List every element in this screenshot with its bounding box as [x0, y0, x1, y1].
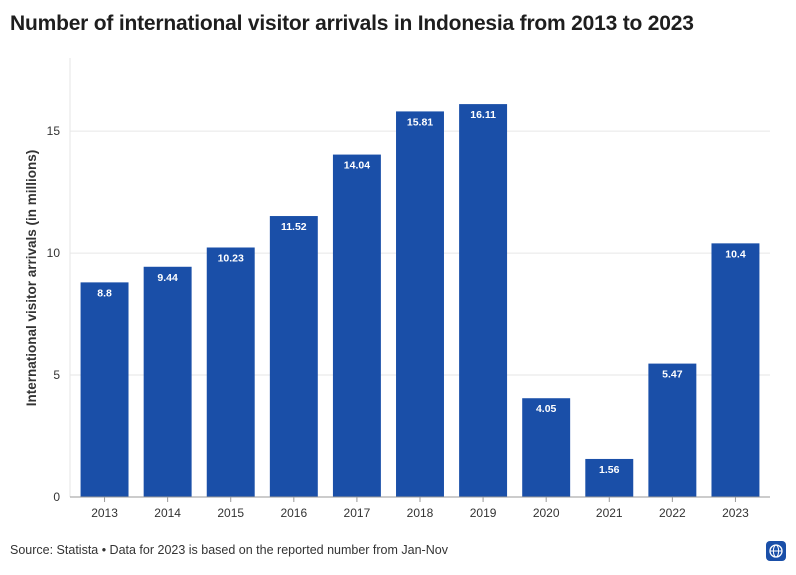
data-label-2020: 4.05: [536, 403, 557, 415]
data-label-2023: 10.4: [725, 248, 746, 260]
data-label-2015: 10.23: [218, 253, 244, 265]
data-label-2016: 11.52: [281, 221, 307, 233]
bar-2018[interactable]: [396, 111, 444, 497]
bar-2017[interactable]: [332, 154, 381, 497]
y-tick-label: 5: [53, 368, 60, 382]
data-label-2014: 9.44: [157, 272, 178, 284]
bars: [80, 104, 760, 498]
source-footer: Source: Statista • Data for 2023 is base…: [10, 543, 448, 557]
bar-2020[interactable]: [522, 398, 571, 497]
data-label-2021: 1.56: [599, 464, 620, 476]
bar-2016[interactable]: [269, 216, 318, 498]
axes: 0 5 10 15 2013 2014 2015 2016 2017 2018 2019 2020 20…: [47, 58, 770, 520]
data-labels: 8.8 9.44 10.23 11.52 14.04 15.81 16.11 4.05 1.56…: [97, 109, 746, 476]
y-tick-label: 15: [47, 124, 61, 138]
data-label-2018: 15.81: [407, 116, 433, 128]
y-axis-label: International visitor arrivals (in milli…: [24, 150, 39, 407]
data-label-2019: 16.11: [470, 109, 496, 121]
x-tick-label-2017: 2017: [344, 506, 371, 520]
x-tick-label-2014: 2014: [154, 506, 181, 520]
x-tick-label-2019: 2019: [470, 506, 497, 520]
x-tick-label-2018: 2018: [407, 506, 434, 520]
x-tick-label-2016: 2016: [280, 506, 307, 520]
chart-title: Number of international visitor arrivals…: [10, 12, 694, 35]
bar-2021[interactable]: [585, 458, 634, 497]
bar-2014[interactable]: [143, 266, 192, 497]
bar-2015[interactable]: [206, 247, 255, 497]
x-tick-label-2023: 2023: [722, 506, 749, 520]
bar-2022[interactable]: [648, 363, 697, 497]
x-tick-label-2015: 2015: [217, 506, 244, 520]
globe-icon[interactable]: [766, 541, 786, 561]
bar-2013[interactable]: [80, 282, 129, 497]
data-label-2017: 14.04: [344, 160, 370, 172]
y-tick-label: 0: [53, 490, 60, 504]
x-tick-label-2022: 2022: [659, 506, 686, 520]
x-tick-label-2013: 2013: [91, 506, 118, 520]
x-tick-label-2021: 2021: [596, 506, 623, 520]
bar-2019[interactable]: [459, 104, 508, 497]
data-label-2022: 5.47: [662, 369, 683, 381]
bar-2023[interactable]: [711, 243, 760, 497]
x-tick-label-2020: 2020: [533, 506, 560, 520]
data-label-2013: 8.8: [97, 287, 112, 299]
y-tick-label: 10: [47, 246, 61, 260]
